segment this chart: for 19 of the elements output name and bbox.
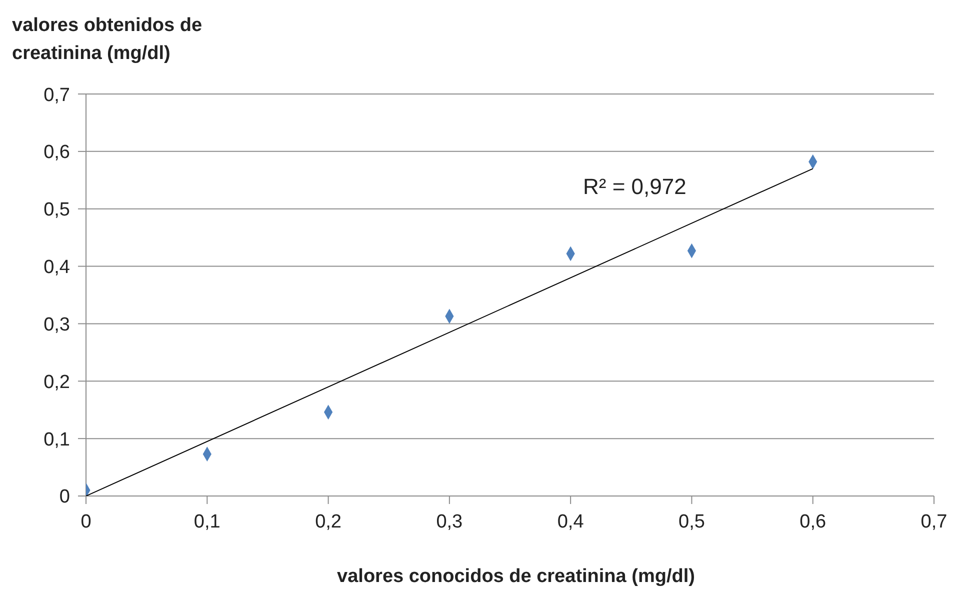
y-tick-label: 0,7 — [44, 84, 70, 106]
y-tick-label: 0,6 — [44, 142, 70, 164]
x-axis-title: valores conocidos de creatinina (mg/dl) — [336, 566, 696, 588]
x-tick-label: 0,5 — [678, 511, 705, 532]
x-tick-label: 0,3 — [436, 511, 463, 532]
y-tick-label: 0,3 — [44, 314, 70, 336]
x-tick-label: 0,1 — [194, 511, 220, 532]
x-tick-label: 0,7 — [920, 511, 948, 532]
y-tick-label: 0 — [59, 486, 70, 508]
y-tick-label: 0,5 — [44, 200, 70, 221]
x-tick-label: 0,2 — [315, 511, 342, 532]
x-tick-label: 0 — [80, 511, 92, 532]
x-tick-label: 0,6 — [800, 511, 826, 532]
y-tick-label: 0,4 — [44, 257, 70, 278]
annotation: R² = 0,972 — [583, 174, 686, 200]
x-tick-label: 0,4 — [557, 511, 584, 532]
y-axis-title: valores obtenidos de creatinina (mg/dl) — [12, 14, 204, 66]
y-tick-label: 0,2 — [44, 372, 70, 393]
y-tick-label: 0,1 — [44, 429, 70, 450]
